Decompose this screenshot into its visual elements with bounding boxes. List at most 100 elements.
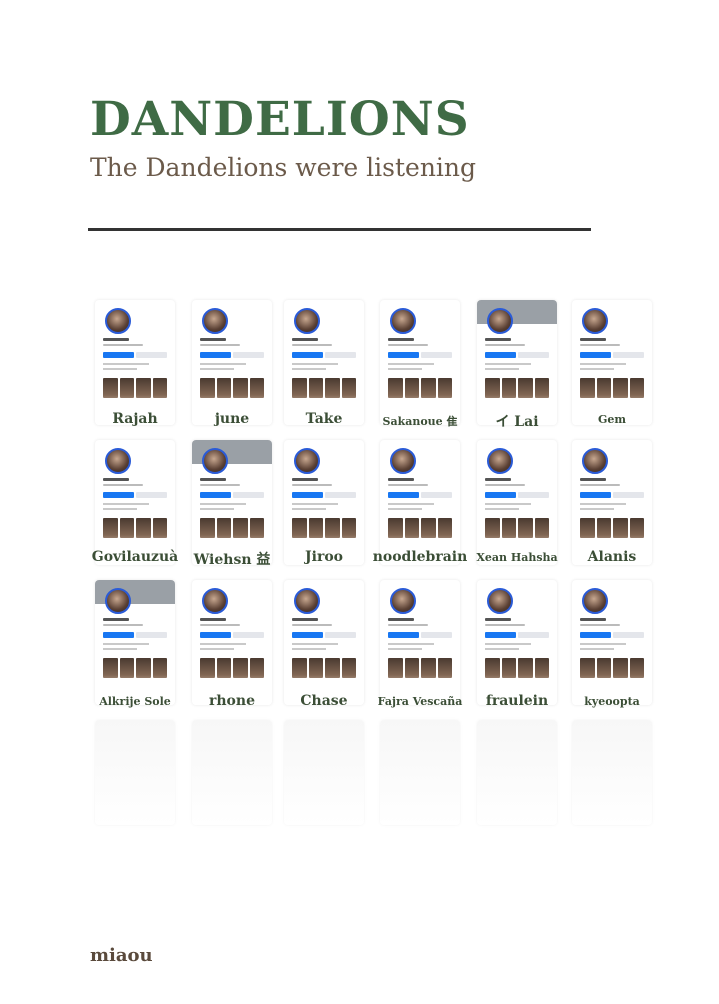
photo-thumbnail <box>119 378 134 398</box>
footer-author: miaou <box>90 945 153 966</box>
profile-text-line <box>485 338 511 341</box>
avatar <box>105 588 131 614</box>
profile-name-label: noodlebrain <box>372 549 468 565</box>
profile-detail-line <box>103 503 149 505</box>
photo-thumbnails <box>292 658 356 678</box>
profile-text-line <box>580 478 606 481</box>
add-friend-button <box>388 632 419 638</box>
message-button <box>325 632 356 638</box>
profile-actions <box>292 492 356 498</box>
profile-text-line <box>103 338 129 341</box>
message-button <box>136 352 167 358</box>
profile-actions <box>103 492 167 498</box>
photo-thumbnail <box>341 658 356 678</box>
photo-thumbnails <box>388 378 452 398</box>
profile-text-line <box>388 338 414 341</box>
profile-detail-line <box>200 648 234 650</box>
profile-actions <box>485 632 549 638</box>
message-button <box>518 492 549 498</box>
photo-thumbnail <box>388 378 403 398</box>
avatar <box>582 448 608 474</box>
profile-card <box>192 580 272 705</box>
add-friend-button <box>292 492 323 498</box>
photo-thumbnail <box>613 658 628 678</box>
message-button <box>421 352 452 358</box>
message-button <box>518 352 549 358</box>
photo-thumbnail <box>580 658 595 678</box>
avatar <box>390 448 416 474</box>
profile-detail-line <box>580 363 626 365</box>
photo-thumbnail <box>292 378 307 398</box>
profile-detail-line <box>292 368 326 370</box>
empty-card-placeholder <box>95 720 175 825</box>
profile-detail-line <box>485 508 519 510</box>
photo-thumbnail <box>341 518 356 538</box>
profile-detail-line <box>580 503 626 505</box>
photo-thumbnail <box>596 378 611 398</box>
message-button <box>518 632 549 638</box>
photo-thumbnail <box>421 518 436 538</box>
profile-card <box>192 300 272 425</box>
avatar <box>202 588 228 614</box>
card-fade <box>572 535 652 565</box>
profile-name-label: Gem <box>597 413 627 426</box>
empty-card-placeholder <box>572 720 652 825</box>
profile-card <box>284 300 364 425</box>
profile-detail-line <box>388 648 422 650</box>
photo-thumbnail <box>152 518 167 538</box>
profile-detail-line <box>485 648 519 650</box>
photo-thumbnail <box>119 518 134 538</box>
add-friend-button <box>103 352 134 358</box>
card-fade <box>192 535 272 565</box>
photo-thumbnail <box>421 378 436 398</box>
profile-actions <box>485 492 549 498</box>
photo-thumbnail <box>388 658 403 678</box>
profile-text-line <box>485 484 525 486</box>
photo-thumbnail <box>485 518 500 538</box>
photo-thumbnail <box>437 518 452 538</box>
profile-card <box>572 580 652 705</box>
add-friend-button <box>292 632 323 638</box>
profile-card <box>572 440 652 565</box>
profile-actions <box>292 352 356 358</box>
add-friend-button <box>200 632 231 638</box>
add-friend-button <box>580 492 611 498</box>
profile-text-line <box>580 338 606 341</box>
photo-thumbnail <box>136 378 151 398</box>
photo-thumbnail <box>103 518 118 538</box>
profile-name-label: rhone <box>209 693 255 709</box>
empty-card-placeholder <box>380 720 460 825</box>
profile-actions <box>580 352 644 358</box>
photo-thumbnail <box>485 378 500 398</box>
profile-text-line <box>292 618 318 621</box>
profile-name-label: Take <box>305 411 343 427</box>
profile-detail-line <box>103 363 149 365</box>
photo-thumbnail <box>308 378 323 398</box>
card-fade <box>284 395 364 425</box>
profile-name-label: Alkrije Sole <box>99 695 171 708</box>
photo-thumbnail <box>152 378 167 398</box>
profile-text-line <box>200 344 240 346</box>
profile-card <box>380 300 460 425</box>
profile-detail-line <box>580 508 614 510</box>
profile-actions <box>200 632 264 638</box>
avatar <box>487 448 513 474</box>
profile-text-line <box>485 624 525 626</box>
profile-text-line <box>103 624 143 626</box>
profile-detail-line <box>485 363 531 365</box>
photo-thumbnails <box>485 518 549 538</box>
photo-thumbnails <box>200 658 264 678</box>
profile-actions <box>103 352 167 358</box>
card-fade <box>572 395 652 425</box>
profile-detail-line <box>580 368 614 370</box>
photo-thumbnails <box>485 658 549 678</box>
profile-text-line <box>485 478 511 481</box>
card-fade <box>192 675 272 705</box>
profile-card <box>95 580 175 705</box>
photo-thumbnail <box>580 378 595 398</box>
photo-thumbnail <box>596 658 611 678</box>
profile-actions <box>388 352 452 358</box>
card-fade <box>477 395 557 425</box>
profile-actions <box>200 352 264 358</box>
photo-thumbnail <box>437 658 452 678</box>
